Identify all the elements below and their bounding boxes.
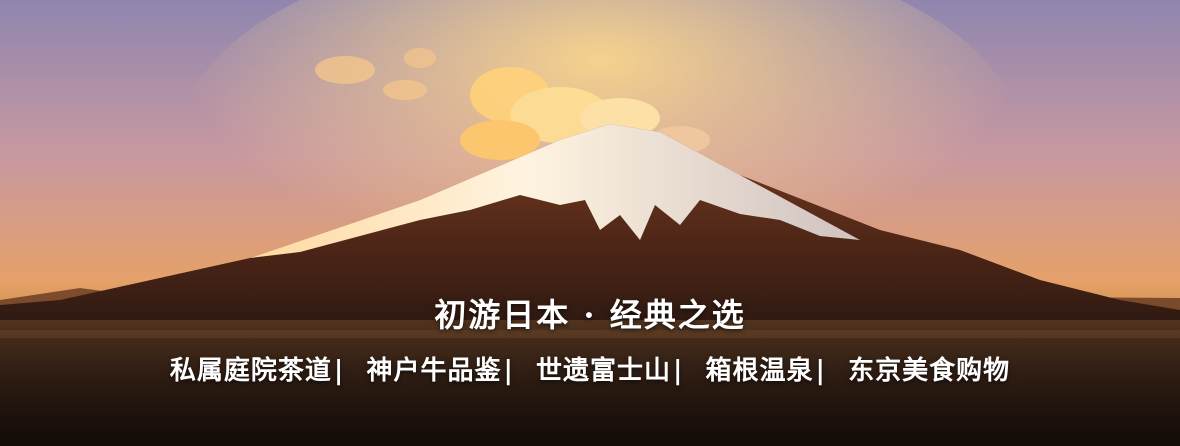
feature-item-mount-fuji: 世遗富士山| bbox=[535, 356, 684, 386]
feature-list: 私属庭院茶道| 神户牛品鉴| 世遗富士山| 箱根温泉| 东京美食购物 bbox=[0, 350, 1180, 387]
feature-item-hakone-onsen: 箱根温泉| bbox=[705, 356, 827, 386]
snow-cap bbox=[250, 124, 860, 258]
feature-item-tea-ceremony: 私属庭院茶道| bbox=[169, 356, 345, 386]
feature-item-kobe-beef: 神户牛品鉴| bbox=[366, 356, 514, 386]
text-scrim bbox=[0, 280, 1180, 446]
feature-item-tokyo-food-shopping: 东京美食购物 bbox=[848, 356, 1011, 386]
banner-headline: 初游日本 · 经典之选 bbox=[434, 296, 746, 334]
